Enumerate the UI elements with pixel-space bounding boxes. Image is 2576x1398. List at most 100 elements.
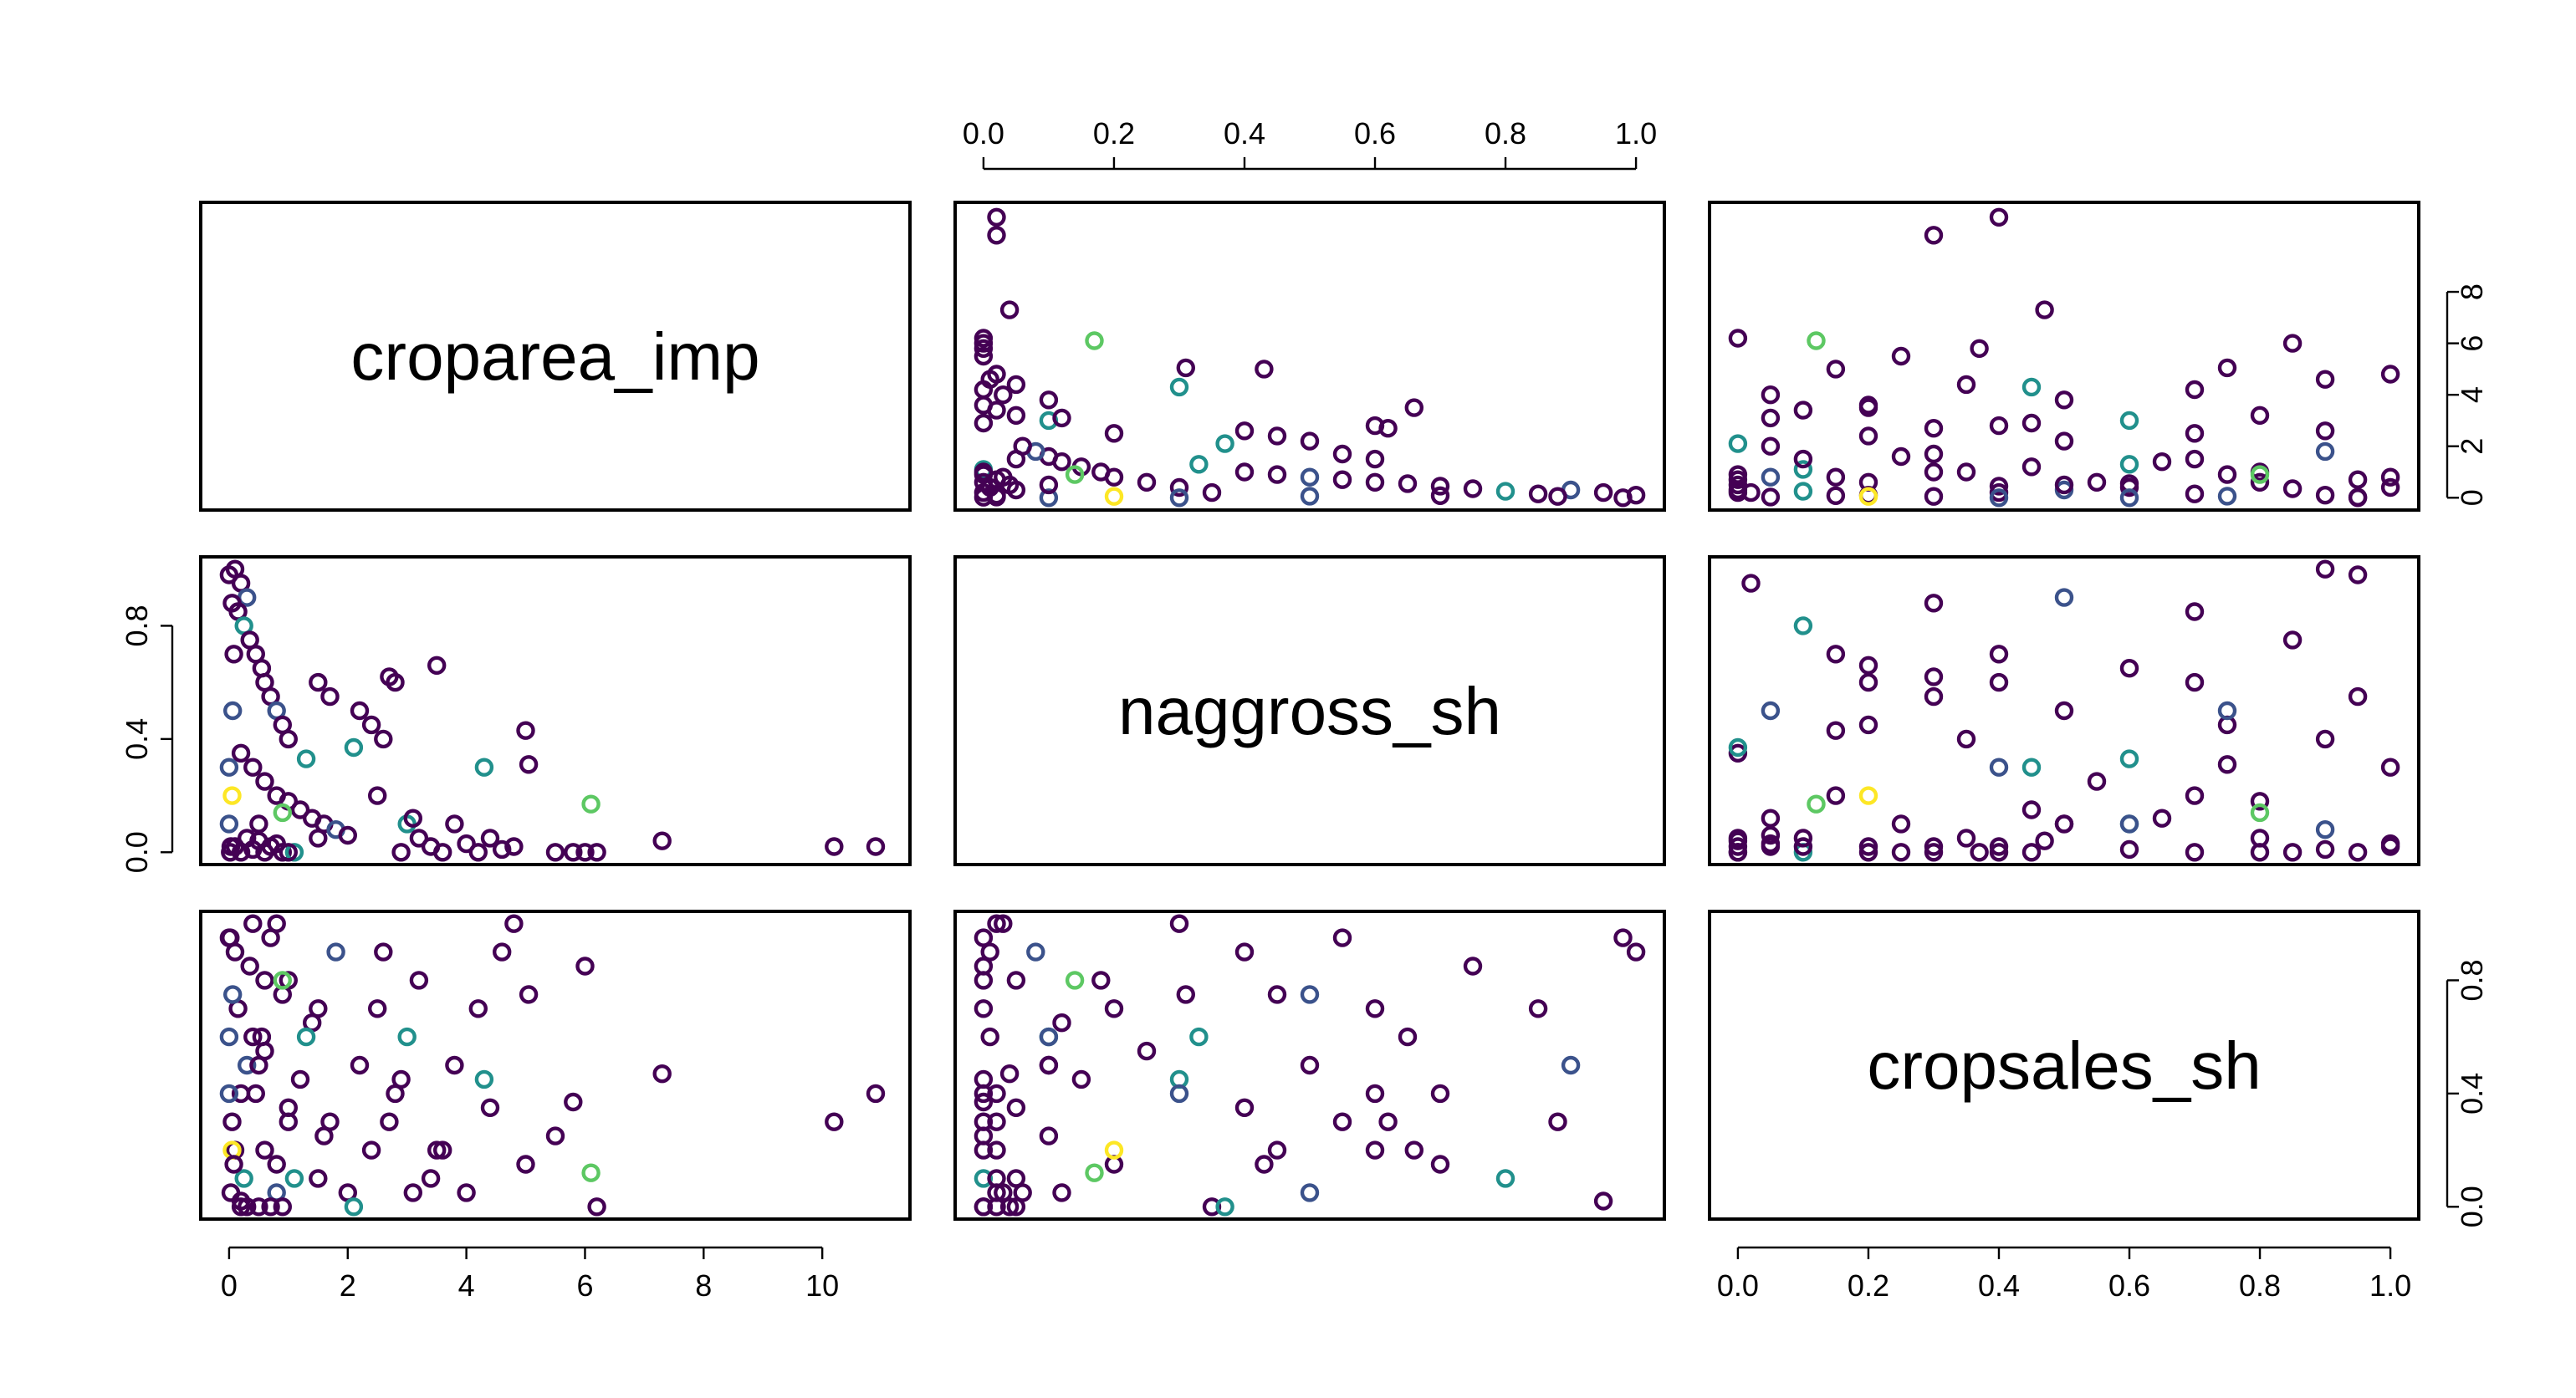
panel-r3-c2 bbox=[953, 910, 1666, 1221]
point-r2-c3 bbox=[1793, 829, 1813, 848]
point-r1-c2 bbox=[1202, 482, 1222, 503]
point-r1-c2 bbox=[974, 462, 994, 482]
point-r2-c1 bbox=[273, 803, 292, 823]
panel-r1-c2 bbox=[953, 201, 1666, 512]
point-r2-c3 bbox=[1858, 656, 1878, 675]
point-r2-c1 bbox=[409, 829, 429, 848]
point-r3-c2 bbox=[999, 1064, 1020, 1084]
point-r3-c1 bbox=[224, 1155, 243, 1174]
point-r1-c3 bbox=[2119, 411, 2139, 431]
point-r3-c2 bbox=[1613, 928, 1633, 947]
point-r2-c3 bbox=[1924, 843, 1944, 862]
point-r1-c2 bbox=[1006, 449, 1026, 469]
point-r2-c3 bbox=[2348, 565, 2368, 584]
point-r3-c1 bbox=[368, 999, 387, 1018]
point-r3-c2 bbox=[1202, 1197, 1222, 1217]
point-r2-c1 bbox=[338, 825, 357, 845]
point-r3-c1 bbox=[397, 1027, 417, 1047]
point-r3-c2 bbox=[1593, 1191, 1613, 1211]
point-r3-c2 bbox=[1332, 928, 1352, 947]
point-r2-c1 bbox=[350, 701, 370, 721]
point-r1-c2 bbox=[1267, 465, 1287, 484]
point-r3-c2 bbox=[974, 957, 994, 976]
point-r1-c2 bbox=[987, 487, 1006, 507]
point-r1-c3 bbox=[2021, 413, 2042, 433]
top-axis-tick-label: 0.4 bbox=[1224, 116, 1265, 151]
point-r3-c1 bbox=[279, 971, 298, 990]
point-r2-c3 bbox=[2054, 588, 2074, 607]
point-r1-c3 bbox=[2152, 452, 2172, 472]
point-r2-c1 bbox=[391, 843, 411, 862]
point-r3-c2 bbox=[1548, 1112, 1567, 1131]
point-r1-c2 bbox=[1528, 484, 1548, 503]
point-r2-c3 bbox=[1970, 843, 1989, 862]
point-r3-c1 bbox=[255, 971, 274, 990]
point-r3-c2 bbox=[1267, 1140, 1287, 1160]
point-r3-c2 bbox=[1065, 971, 1085, 990]
point-r3-c2 bbox=[1039, 1055, 1059, 1075]
point-r1-c2 bbox=[1169, 477, 1189, 497]
point-r2-c3 bbox=[1793, 616, 1813, 635]
point-r3-c2 bbox=[1104, 999, 1124, 1018]
point-r2-c1 bbox=[403, 809, 422, 828]
right-axis-tick-label-r1: 8 bbox=[2455, 283, 2489, 300]
panel-r2-c3 bbox=[1708, 555, 2420, 866]
panel-r2-c2 bbox=[953, 555, 1666, 866]
point-r3-c1 bbox=[391, 1069, 411, 1089]
point-r3-c2 bbox=[974, 999, 994, 1018]
point-r1-c3 bbox=[2119, 477, 2139, 497]
point-r3-c2 bbox=[1176, 985, 1196, 1004]
point-r1-c2 bbox=[1039, 390, 1059, 410]
left-axis-tick-label-r2: 0.4 bbox=[120, 718, 154, 760]
bottom-axis-tick-label-c3: 1.0 bbox=[2369, 1268, 2411, 1303]
point-r1-c2 bbox=[1137, 472, 1157, 492]
point-r2-c1 bbox=[320, 686, 340, 707]
point-r2-c3 bbox=[2035, 831, 2054, 850]
bottom-axis-tick-label-c1: 0 bbox=[221, 1268, 238, 1303]
point-r1-c3 bbox=[1728, 434, 1748, 453]
point-r2-c1 bbox=[224, 645, 243, 664]
point-r2-c3 bbox=[1761, 825, 1781, 845]
point-r2-c3 bbox=[1956, 829, 1976, 848]
point-r1-c3 bbox=[1989, 207, 2009, 227]
point-r2-c1 bbox=[219, 758, 239, 777]
point-r3-c1 bbox=[238, 1197, 257, 1217]
point-r1-c3 bbox=[1924, 226, 1944, 245]
right-axis-tick-label-r3: 0.4 bbox=[2455, 1073, 2489, 1115]
point-r2-c3 bbox=[1858, 843, 1878, 862]
point-r2-c1 bbox=[474, 758, 494, 777]
point-r2-c3 bbox=[2087, 772, 2107, 791]
point-r1-c2 bbox=[987, 226, 1006, 245]
point-r2-c3 bbox=[1989, 837, 2009, 856]
right-axis-tick-label-r3: 0.0 bbox=[2455, 1186, 2489, 1227]
point-r1-c3 bbox=[1989, 416, 2009, 436]
point-r2-c3 bbox=[1826, 786, 1846, 805]
point-r3-c1 bbox=[273, 1197, 292, 1217]
point-r2-c1 bbox=[309, 829, 328, 848]
point-r1-c3 bbox=[1891, 346, 1911, 366]
point-r2-c1 bbox=[279, 843, 298, 862]
point-r1-c2 bbox=[1365, 472, 1385, 492]
point-r3-c1 bbox=[309, 999, 328, 1018]
point-r3-c1 bbox=[223, 985, 243, 1004]
point-r3-c2 bbox=[994, 914, 1013, 933]
point-r3-c1 bbox=[374, 942, 393, 962]
point-r2-c3 bbox=[1728, 843, 1748, 862]
point-r1-c3 bbox=[2250, 465, 2270, 484]
point-r2-c3 bbox=[1761, 837, 1781, 856]
point-r3-c1 bbox=[238, 1055, 257, 1075]
point-r1-c3 bbox=[1761, 467, 1781, 487]
point-r2-c1 bbox=[519, 755, 539, 774]
point-r2-c3 bbox=[2185, 843, 2205, 862]
point-r3-c2 bbox=[1463, 957, 1483, 976]
point-r3-c2 bbox=[1104, 1140, 1124, 1160]
point-r2-c1 bbox=[433, 843, 452, 862]
point-r2-c3 bbox=[1858, 672, 1878, 692]
point-r1-c3 bbox=[1924, 487, 1944, 506]
point-r2-c1 bbox=[255, 772, 274, 791]
top-axis-tick-label: 0.6 bbox=[1354, 116, 1396, 151]
point-r1-c3 bbox=[2185, 380, 2205, 400]
point-r3-c2 bbox=[974, 1112, 994, 1131]
point-r1-c2 bbox=[1593, 482, 1613, 503]
